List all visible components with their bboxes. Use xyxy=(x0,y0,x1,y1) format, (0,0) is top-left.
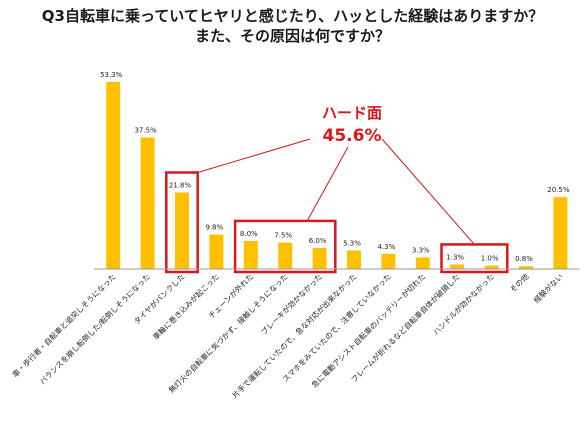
callout-connector-2 xyxy=(306,146,349,222)
value-label-13: 0.8% xyxy=(515,255,533,263)
highlight-box-2 xyxy=(233,219,337,274)
bar-2 xyxy=(140,137,155,269)
highlight-boxes xyxy=(165,171,509,274)
bar-7 xyxy=(312,247,327,269)
bar-5 xyxy=(243,240,258,269)
category-label-4: 車輪に巻き込みが起こった xyxy=(150,271,220,341)
category-label-14: 経験がない xyxy=(531,271,565,305)
callout-title: ハード面 xyxy=(322,104,382,122)
value-label-2: 37.5% xyxy=(134,126,157,134)
bar-8 xyxy=(347,250,361,269)
category-label-7: ブレーキが効かなかった xyxy=(259,271,324,336)
bars-group xyxy=(106,81,568,269)
bar-3 xyxy=(175,192,189,269)
highlight-box-3 xyxy=(440,243,509,274)
value-label-14: 20.5% xyxy=(547,186,570,194)
value-label-12: 1.0% xyxy=(481,254,499,262)
bar-1 xyxy=(106,81,121,269)
bar-9 xyxy=(381,253,396,269)
chart-title-line-2: また、その原因は何ですか？ xyxy=(194,27,390,45)
value-label-10: 3.3% xyxy=(412,246,430,254)
value-label-8: 5.3% xyxy=(343,239,361,247)
bar-14 xyxy=(553,197,568,269)
callout-value: 45.6% xyxy=(323,126,382,146)
value-label-9: 4.3% xyxy=(378,243,396,251)
callout-connector-1 xyxy=(197,138,311,173)
category-label-12: ハンドルが効かなかった xyxy=(431,271,496,336)
value-label-3: 21.8% xyxy=(169,182,192,190)
highlight-box-1 xyxy=(165,171,199,274)
bar-10 xyxy=(415,257,430,269)
value-label-11: 1.3% xyxy=(446,253,464,261)
category-labels-group: 車・歩行者・自転車と追突しそうになったバランスを崩し転倒した/転倒しそうになった… xyxy=(10,271,565,400)
bar-13 xyxy=(519,266,533,269)
category-label-13: その他 xyxy=(507,271,530,294)
category-label-6: 無灯火の自転車に気づかず、接触しそうになった xyxy=(166,271,289,394)
category-label-8: 片手で運転していたので、急な対応が出来なかった xyxy=(230,271,359,400)
bar-4 xyxy=(209,234,224,269)
bar-11 xyxy=(450,264,465,269)
bar-12 xyxy=(484,265,499,269)
callout-connectors xyxy=(197,138,475,245)
value-label-6: 7.5% xyxy=(274,232,292,240)
value-label-5: 8.0% xyxy=(240,230,258,238)
value-label-4: 9.8% xyxy=(206,224,224,232)
value-label-7: 6.0% xyxy=(309,237,327,245)
value-label-1: 53.3% xyxy=(100,71,123,79)
chart-title: Q3自転車に乗っていてヒヤリと感じたり、ハッとした経験はありますか？ また、その… xyxy=(0,6,585,46)
value-labels-group: 53.3% 37.5% 21.8% 9.8% 8.0% 7.5% 6.0% 5.3% 4.3% 3… xyxy=(100,71,570,263)
chart-title-line-1: Q3自転車に乗っていてヒヤリと感じたり、ハッとした経験はありますか？ xyxy=(41,7,544,25)
bar-6 xyxy=(278,242,293,269)
callout-connector-3 xyxy=(381,138,475,245)
